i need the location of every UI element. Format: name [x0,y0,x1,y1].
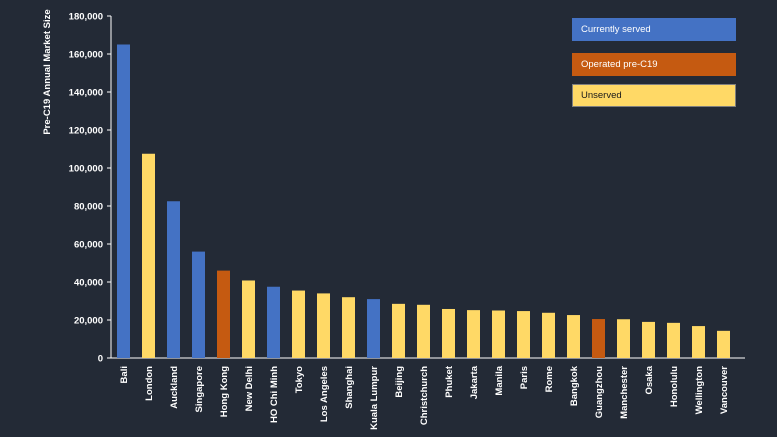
y-tick-label: 0 [98,354,103,365]
x-tick-label: Kuala Lumpur [369,366,380,430]
y-tick-label: 120,000 [69,126,103,137]
legend-item-unserved: Unserved [572,84,736,107]
x-tick-label: Wellington [694,366,705,415]
legend-item-served: Currently served [572,18,736,41]
bar-manila [492,310,505,358]
y-tick-label: 140,000 [69,88,103,99]
bar-bangkok [567,315,580,358]
bar-phuket [442,308,455,358]
bar-shanghai [342,297,355,358]
x-tick-label: Jakarta [469,365,480,399]
x-tick-label: Beijing [394,366,405,398]
y-axis: 0 20,000 40,000 60,000 80,000 100,000 120,000 1… [69,12,112,365]
bar-paris [517,311,530,358]
x-tick-label: Osaka [644,365,655,394]
y-tick-label: 80,000 [74,202,103,213]
legend-label: Currently served [581,24,651,35]
y-tick-label: 60,000 [74,240,103,251]
bar-honolulu [667,322,680,358]
x-tick-label: London [144,366,155,401]
bar-vancouver [717,330,730,358]
y-tick-label: 100,000 [69,164,103,175]
bar-guangzhou [592,319,605,358]
x-tick-label: Manila [494,365,505,395]
x-tick-label: Singapore [194,366,205,412]
bar-wellington [692,326,705,358]
bar-tokyo [292,290,305,358]
x-tick-label: Paris [519,366,530,389]
bar-manchester [617,319,630,358]
y-tick-label: 20,000 [74,316,103,327]
x-tick-label: Christchurch [419,366,430,425]
bar-auckland [167,201,180,358]
x-tick-label: Bangkok [569,365,580,406]
x-tick-label: Hong Kong [219,366,230,417]
bar-osaka [642,321,655,358]
x-tick-label: Bali [119,366,130,383]
x-tick-label: Vancouver [719,366,730,414]
x-tick-label: Rome [544,366,555,392]
y-tick-label: 160,000 [69,50,103,61]
x-tick-label: New Delhi [244,366,255,411]
x-tick-label: Guangzhou [594,366,605,418]
y-axis-label: Pre-C19 Annual Market Size [42,9,53,134]
bar-new-delhi [242,280,255,358]
x-tick-label: Los Angeles [319,366,330,422]
bar-ho-chi-minh [267,286,280,358]
bars [117,44,730,358]
x-tick-label: Auckland [169,366,180,409]
legend-item-pre: Operated pre-C19 [572,53,736,76]
x-tick-label: Phuket [444,365,455,398]
x-tick-labels: Bali London Auckland Singapore Hong Kong New … [119,365,730,430]
bar-christchurch [417,304,430,358]
bar-beijing [392,303,405,358]
legend-label: Unserved [581,90,622,101]
x-tick-label: Shanghai [344,366,355,409]
bar-hong-kong [217,270,230,358]
bar-singapore [192,251,205,358]
legend-label: Operated pre-C19 [581,59,658,70]
x-tick-label: Manchester [619,366,630,419]
y-tick-label: 40,000 [74,278,103,289]
bar-rome [542,312,555,358]
bar-los-angeles [317,293,330,358]
bar-jakarta [467,310,480,358]
bar-london [142,153,155,358]
x-tick-label: Honolulu [669,366,680,407]
y-tick-label: 180,000 [69,12,103,23]
bar-bali [117,44,130,358]
x-tick-label: HO Chi Minh [269,366,280,423]
bar-kuala-lumpur [367,299,380,358]
x-tick-label: Tokyo [294,366,305,393]
